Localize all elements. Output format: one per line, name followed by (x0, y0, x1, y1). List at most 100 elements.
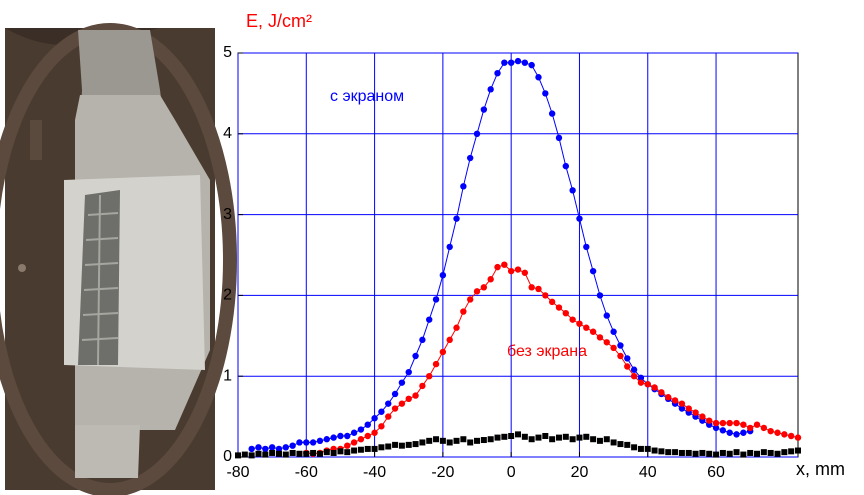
data-point (255, 451, 261, 457)
data-point (556, 135, 562, 141)
data-point (576, 435, 582, 441)
data-point (740, 452, 746, 458)
data-point (617, 353, 623, 359)
data-point (767, 428, 773, 434)
data-point (556, 435, 562, 441)
data-point (515, 58, 521, 64)
data-point (733, 420, 739, 426)
data-point (317, 438, 323, 444)
x-tick-label: -40 (363, 464, 386, 481)
data-point (590, 329, 596, 335)
data-point (447, 244, 453, 250)
data-point (604, 312, 610, 318)
data-point (351, 430, 357, 436)
data-point (713, 452, 719, 458)
x-tick-label: 60 (707, 464, 725, 481)
data-point (392, 442, 398, 448)
data-point (754, 451, 760, 457)
data-point (795, 434, 801, 440)
data-point (563, 163, 569, 169)
data-point (242, 452, 248, 458)
data-point (590, 268, 596, 274)
data-point (487, 276, 493, 282)
data-point (727, 451, 733, 457)
annotation: с экраном (330, 88, 404, 105)
data-point (549, 299, 555, 305)
data-point (768, 450, 774, 456)
data-point (569, 316, 575, 322)
data-point (590, 436, 596, 442)
data-point (542, 90, 548, 96)
data-point (501, 434, 507, 440)
data-point (433, 361, 439, 367)
data-point (733, 431, 739, 437)
data-point (419, 337, 425, 343)
annotation: без экрана (507, 343, 587, 360)
y-axis-title: E, J/cm² (246, 11, 312, 31)
data-point (611, 439, 617, 445)
data-point (754, 421, 760, 427)
data-point (651, 384, 657, 390)
data-point (706, 417, 712, 423)
data-point (665, 449, 671, 455)
data-point (706, 451, 712, 457)
data-point (235, 452, 241, 458)
data-point (440, 349, 446, 355)
data-point (372, 446, 378, 452)
data-point (631, 367, 637, 373)
data-point (610, 345, 616, 351)
data-point (652, 448, 658, 454)
data-point (296, 439, 302, 445)
data-point (413, 441, 419, 447)
data-point (563, 434, 569, 440)
data-point (693, 451, 699, 457)
data-point (569, 187, 575, 193)
data-point (324, 436, 330, 442)
data-point (358, 426, 364, 432)
x-tick-label: -60 (295, 464, 318, 481)
data-point (494, 264, 500, 270)
data-point (310, 450, 316, 456)
data-point (276, 451, 282, 457)
data-point (686, 450, 692, 456)
x-tick-label: -20 (431, 464, 454, 481)
y-tick-label: 3 (223, 206, 232, 223)
figure: E, J/cm² x, mm с экраном без экрана 0123… (0, 0, 864, 495)
data-point (494, 70, 500, 76)
data-point (460, 183, 466, 189)
data-point (610, 329, 616, 335)
data-point (583, 244, 589, 250)
data-point (488, 436, 494, 442)
data-point (747, 450, 753, 456)
data-point (597, 292, 603, 298)
data-point (433, 296, 439, 302)
page: E, J/cm² x, mm с экраном без экрана 0123… (0, 0, 864, 495)
data-point (440, 438, 446, 444)
data-point (453, 215, 459, 221)
data-point (412, 353, 418, 359)
data-point (317, 451, 323, 457)
data-point (358, 447, 364, 453)
data-point (522, 270, 528, 276)
data-point (699, 450, 705, 456)
data-point (727, 430, 733, 436)
data-point (344, 433, 350, 439)
data-point (563, 310, 569, 316)
data-point (303, 439, 309, 445)
data-point (775, 451, 781, 457)
data-point (781, 431, 787, 437)
data-point (269, 450, 275, 456)
data-point (576, 320, 582, 326)
data-point (679, 450, 685, 456)
data-point (426, 438, 432, 444)
data-point (720, 450, 726, 456)
data-point (365, 421, 371, 427)
data-point (528, 284, 534, 290)
data-point (283, 452, 289, 458)
data-point (337, 433, 343, 439)
data-point (378, 409, 384, 415)
data-point (385, 413, 391, 419)
data-point (515, 431, 521, 437)
data-point (426, 316, 432, 322)
x-tick-label: -80 (226, 464, 249, 481)
